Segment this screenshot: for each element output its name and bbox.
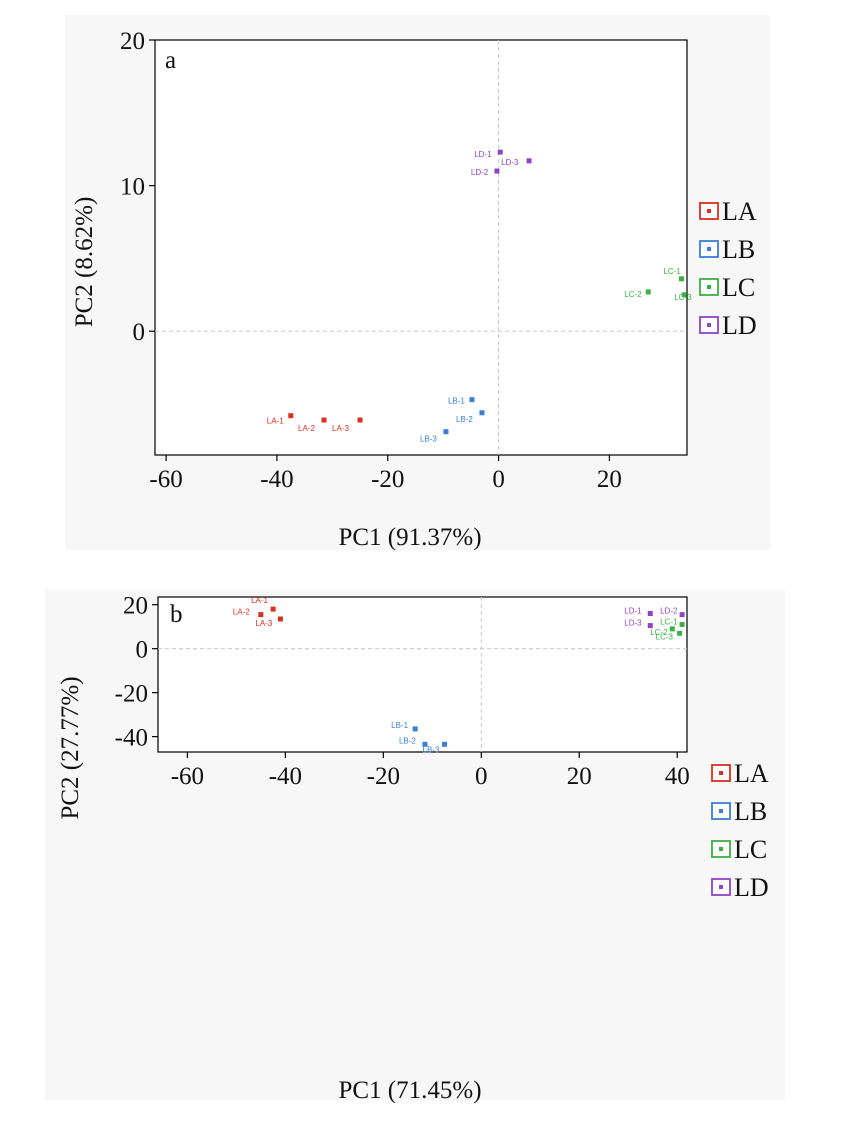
data-point [681,292,687,298]
x-axis-title: PC1 (91.37%) [338,524,481,551]
point-label: LD-3 [501,158,519,167]
legend: LA LB LC LD [711,759,769,902]
data-point [258,612,264,618]
point-label: LA-2 [233,608,250,617]
data-point [677,630,683,636]
y-tick-label: 20 [120,28,145,55]
legend-label: LB [722,235,755,264]
point-label: LD-2 [471,168,489,177]
legend-label: LB [734,797,767,826]
x-tick-label: -20 [367,763,400,790]
pca-panel-b: -60 -40 -20 0 20 40 -40 -20 0 20 b PC1 (71.45%) PC2 … [57,593,769,1104]
legend-label: LD [734,873,769,902]
point-label: LB-2 [399,736,416,745]
data-point [647,610,653,616]
legend-key-dot [719,809,723,813]
point-label: LC-1 [660,617,678,626]
x-tick-label: -60 [171,763,204,790]
y-tick-label: -40 [115,725,148,752]
panel-label: b [170,601,183,628]
data-point [422,741,428,747]
x-tick-label: 20 [597,466,622,493]
data-point [443,429,449,435]
legend-key-dot [719,885,723,889]
point-label: LD-2 [660,607,678,616]
point-label: LA-3 [255,619,272,628]
legend-label: LA [734,759,769,788]
data-point [526,158,532,164]
point-label: LC-3 [674,293,692,302]
data-point [494,168,500,174]
data-point [647,623,653,629]
point-label: LD-1 [624,606,642,615]
data-point [679,612,685,618]
legend-key-dot [719,771,723,775]
x-tick-label: -40 [260,466,293,493]
point-label: LB-3 [423,745,440,754]
y-tick-label: 0 [136,637,149,664]
data-point [270,606,276,612]
data-point [412,726,418,732]
legend-key-dot [707,323,711,327]
point-label: LA-3 [332,424,349,433]
legend: LA LB LC LD [699,197,757,340]
point-label: LC-1 [663,267,681,276]
point-label: LC-2 [624,290,642,299]
point-label: LA-2 [298,424,315,433]
point-label: LD-1 [474,150,492,159]
y-tick-label: 0 [133,319,146,346]
pca-panel-a: -60 -40 -20 0 20 0 10 20 a PC1 (91.37%) PC2 (8.62%… [71,28,757,551]
legend-label: LC [734,835,767,864]
point-label: LA-1 [267,417,284,426]
legend-key-dot [719,847,723,851]
x-tick-label: -20 [371,466,404,493]
y-axis-title: PC2 (8.62%) [71,197,98,328]
data-point [442,741,448,747]
y-tick-label: -20 [115,681,148,708]
point-label: LC-3 [656,632,674,641]
x-tick-label: -40 [269,763,302,790]
x-tick-label: 20 [567,763,592,790]
legend-key-dot [707,285,711,289]
x-tick-label: 0 [475,763,488,790]
point-label: LD-3 [624,619,642,628]
data-point [321,417,327,423]
x-axis-title: PC1 (71.45%) [338,1077,481,1104]
x-tick-label: 40 [665,763,690,790]
data-point [357,417,363,423]
data-point [678,276,684,282]
data-point [669,626,675,632]
plot-area [154,39,688,456]
panel-label: a [165,47,176,74]
point-label: LB-2 [456,415,473,424]
legend-key-dot [707,247,711,251]
legend-label: LA [722,197,757,226]
plot-area [157,596,688,753]
legend-label: LC [722,273,755,302]
x-tick-label: 0 [492,466,505,493]
legend-label: LD [722,311,757,340]
point-label: LA-1 [251,596,268,605]
point-label: LB-3 [420,435,437,444]
data-point [469,397,475,403]
data-point [497,149,503,155]
data-point [288,413,294,419]
data-point [277,616,283,622]
y-axis-title: PC2 (27.77%) [57,676,84,819]
legend-key-dot [707,209,711,213]
y-tick-label: 10 [120,174,145,201]
data-point [645,289,651,295]
data-point [679,621,685,627]
y-tick-label: 20 [123,593,148,620]
x-tick-label: -60 [149,466,182,493]
point-label: LB-1 [448,397,465,406]
point-label: LC-2 [650,628,668,637]
data-point [479,410,485,416]
point-label: LB-1 [391,721,408,730]
